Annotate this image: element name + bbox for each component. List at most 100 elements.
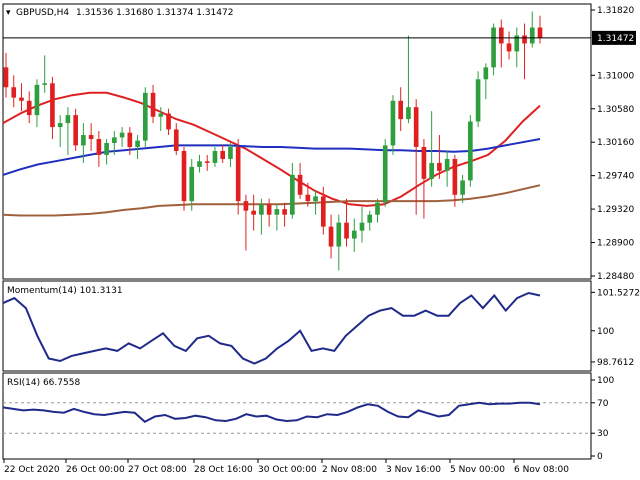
candle [42,55,48,93]
candle [11,75,17,108]
rsi-panel[interactable]: 100 70 30 0 RSI(14) 66.7558 [2,372,614,462]
candle-body [522,35,527,44]
candle [3,53,9,98]
time-tick-label: 5 Nov 00:00 [450,465,505,475]
candle-body [468,121,473,181]
moving-average-ema_slow [2,184,541,217]
candle-body [313,196,318,202]
candle [81,123,86,163]
moving-average-ema_fast [2,91,541,207]
candle-body [96,139,102,155]
momentum-series-line [2,291,541,365]
candle [351,218,357,253]
momentum-panel[interactable]: 101.5272 100 98.7612 Momentum(14) 101.3131 [2,280,640,372]
candle-body [65,115,71,124]
candle-body [382,145,388,203]
candle-body [173,129,179,151]
price-y-axis: 1.31820 1.31000 1.30580 1.30160 1.29740 1.293… [591,6,634,282]
candle [19,83,24,112]
candle-body [104,143,109,155]
moving-average-lines [2,91,541,217]
ohlc-readout: 1.31536 1.31680 1.31374 1.31472 [76,8,233,18]
candle [158,107,164,132]
current-price-label: 1.31472 [597,34,634,44]
time-x-axis: 22 Oct 2020 26 Oct 00:00 27 Oct 08:00 28 Oc… [3,459,569,475]
candle-body [460,180,465,195]
candle-body [42,83,48,85]
candle [119,127,125,147]
dropdown-arrow-icon[interactable]: ▾ [6,8,11,18]
candle-body [274,209,280,215]
price-panel[interactable]: 1.31820 1.31000 1.30580 1.30160 1.29740 1.293… [2,3,636,282]
candle [204,154,210,171]
price-tick-label: 1.28480 [597,272,634,282]
candle-body [3,67,9,88]
candle-body [375,202,380,215]
candle [235,139,241,215]
candle-body [158,113,164,117]
rsi-tick-label: 70 [597,399,609,409]
time-tick-label: 22 Oct 2020 [4,465,60,475]
candle-body [259,204,264,215]
candle-body [475,79,481,122]
candle-body [142,92,148,141]
candle-body [514,35,520,52]
candle-body [452,158,458,195]
candle [313,190,318,215]
rsi-tick-label: 100 [597,376,614,386]
candle-body [290,174,295,215]
candle [437,135,442,179]
candle-body [204,161,210,163]
candle-body [189,166,195,202]
candle [173,123,179,155]
candle-body [483,67,489,80]
candle-body [406,107,411,120]
candle-body [88,135,94,140]
candle-body [150,92,156,117]
rsi-tick-label: 0 [597,452,603,462]
candle-body [11,87,17,98]
candle-body [235,146,241,202]
candle-body [34,84,40,116]
candle-body [220,150,226,159]
candle [413,99,419,215]
momentum-line [2,291,541,365]
candle-body [413,107,419,147]
candle-body [390,100,396,146]
candle-body [282,209,287,215]
momentum-tick-label: 98.7612 [597,358,634,368]
candle [297,162,303,199]
candle [274,204,280,231]
candle-body [212,150,218,163]
candle [498,19,504,68]
candle-body [444,158,450,171]
candle [475,71,481,128]
candle [189,158,195,211]
candle-body [491,27,496,68]
candle [506,31,512,60]
candle [259,198,264,235]
price-tick-label: 1.30580 [597,105,634,115]
candle-body [429,162,434,179]
candle [65,107,71,155]
candle [50,76,55,140]
candle [468,115,473,187]
candle [197,154,202,173]
time-tick-label: 6 Nov 08:00 [514,465,569,475]
candle [150,84,156,124]
momentum-title: Momentum(14) 101.3131 [7,286,123,296]
candle [367,210,373,231]
candle-body [197,161,202,167]
price-candles [3,11,543,271]
candle-body [166,113,171,130]
momentum-tick-label: 101.5272 [597,288,640,298]
rsi-line [2,401,541,424]
candle-body [421,146,427,179]
candle [344,198,349,247]
candle-body [351,230,357,239]
candle-body [112,137,117,143]
candle [537,15,543,44]
candle [529,11,535,48]
candle [181,146,187,211]
